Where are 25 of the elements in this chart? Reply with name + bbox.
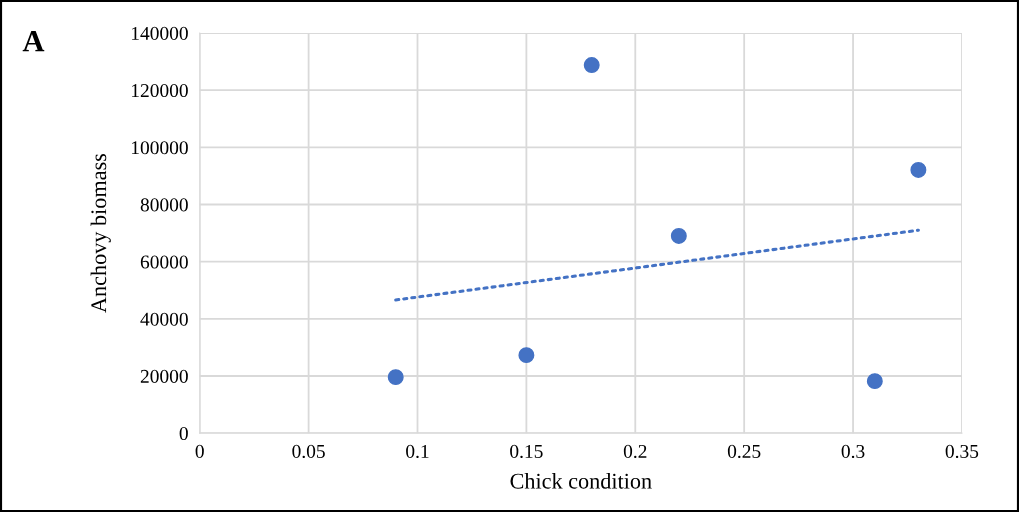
y-axis-title: Anchovy biomass (90, 153, 111, 313)
x-tick-label: 0.25 (727, 444, 761, 459)
y-tick-label: 20000 (140, 369, 188, 383)
x-tick-label: 0.3 (841, 444, 865, 459)
y-tick-label: 60000 (140, 255, 188, 269)
y-tick-label: 0 (179, 426, 188, 441)
y-tick-label: 120000 (131, 84, 188, 98)
point (866, 373, 883, 390)
x-tick-label: 0 (195, 444, 204, 458)
point (670, 227, 687, 244)
point (387, 369, 404, 386)
point (583, 57, 600, 74)
x-tick-label: 0.1 (406, 444, 429, 459)
x-tick-label: 0.2 (623, 444, 647, 459)
x-tick-label: 0.15 (510, 444, 543, 459)
point (910, 161, 927, 178)
x-tick-label: 0.05 (292, 444, 325, 459)
x-tick-label: 0.35 (945, 444, 979, 459)
y-tick-label: 100000 (131, 141, 188, 155)
text: A (22, 31, 45, 52)
y-tick-label: 80000 (140, 198, 188, 212)
y-tick-label: 40000 (140, 312, 188, 326)
y-tick-label: 140000 (131, 26, 188, 40)
point (518, 347, 535, 364)
x-axis-title: Chick condition (510, 473, 652, 489)
